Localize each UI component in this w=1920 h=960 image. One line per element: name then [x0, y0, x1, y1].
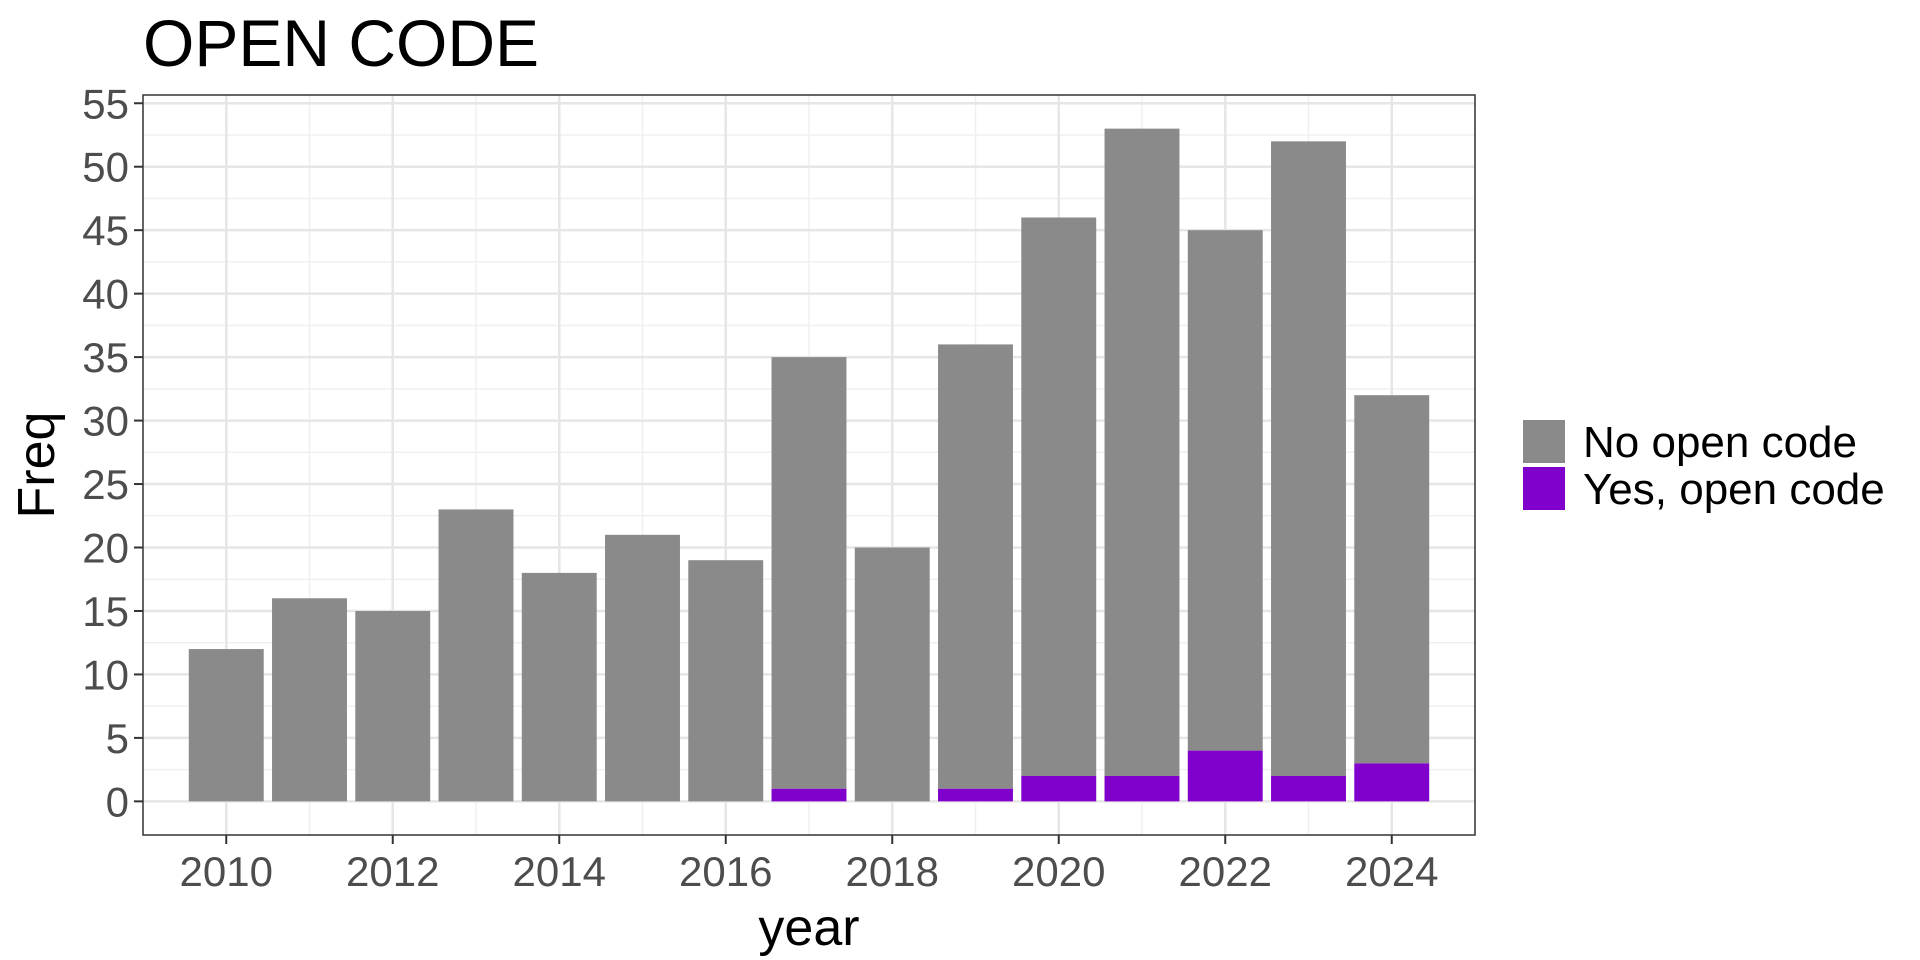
bar-no-open-code-2012 [355, 610, 431, 802]
bar-no-open-code-2013 [438, 509, 514, 802]
y-tick-label: 10 [82, 651, 129, 698]
bar-no-open-code-2024 [1354, 395, 1430, 764]
x-tick-label: 2024 [1345, 848, 1438, 895]
y-tick-label: 15 [82, 588, 129, 635]
bar-no-open-code-2023 [1271, 141, 1346, 776]
legend-key-no-open-code [1523, 420, 1565, 463]
bar-no-open-code-2014 [521, 572, 597, 802]
bar-yes-open-code-2024 [1354, 763, 1430, 802]
x-axis-title: year [758, 899, 859, 957]
legend-key-yes-open-code [1523, 467, 1565, 510]
legend-label-yes-open-code: Yes, open code [1583, 465, 1885, 514]
x-tick-label: 2022 [1179, 848, 1272, 895]
x-tick-label: 2016 [679, 848, 772, 895]
bar-yes-open-code-2019 [938, 788, 1013, 802]
bar-no-open-code-2015 [605, 534, 680, 802]
bar-no-open-code-2019 [938, 344, 1013, 789]
y-tick-label: 5 [106, 715, 129, 762]
x-tick-label: 2020 [1012, 848, 1105, 895]
bar-no-open-code-2021 [1104, 128, 1180, 776]
bar-yes-open-code-2021 [1104, 775, 1180, 802]
x-tick-label: 2012 [346, 848, 439, 895]
bars [188, 128, 1430, 802]
bar-no-open-code-2010 [188, 649, 264, 802]
x-tick-label: 2014 [513, 848, 606, 895]
bar-no-open-code-2022 [1187, 230, 1263, 751]
x-tick-label: 2018 [846, 848, 939, 895]
y-tick-label: 25 [82, 461, 129, 508]
y-axis: 0 5 10 15 20 25 30 35 40 45 50 55 [82, 80, 143, 825]
bar-yes-open-code-2020 [1021, 775, 1097, 802]
bar-no-open-code-2020 [1021, 217, 1097, 776]
y-tick-label: 35 [82, 334, 129, 381]
bar-no-open-code-2018 [854, 547, 930, 802]
y-tick-label: 45 [82, 207, 129, 254]
bar-no-open-code-2016 [688, 560, 764, 802]
y-axis-title: Freq [8, 412, 66, 519]
x-axis: 2010 2012 2014 2016 2018 2020 2022 2024 [180, 835, 1438, 895]
bar-yes-open-code-2017 [771, 788, 847, 802]
chart-title: OPEN CODE [143, 6, 539, 80]
y-tick-label: 0 [106, 778, 129, 825]
y-tick-label: 30 [82, 398, 129, 445]
y-tick-label: 50 [82, 144, 129, 191]
plot-border [142, 94, 1476, 836]
y-tick-label: 20 [82, 525, 129, 572]
y-tick-label: 55 [82, 80, 129, 127]
y-tick-label: 40 [82, 271, 129, 318]
bar-no-open-code-2017 [771, 357, 847, 789]
bar-yes-open-code-2022 [1187, 750, 1263, 802]
x-tick-label: 2010 [180, 848, 273, 895]
bar-no-open-code-2011 [272, 598, 347, 802]
legend-label-no-open-code: No open code [1583, 418, 1857, 467]
bar-yes-open-code-2023 [1271, 775, 1346, 802]
